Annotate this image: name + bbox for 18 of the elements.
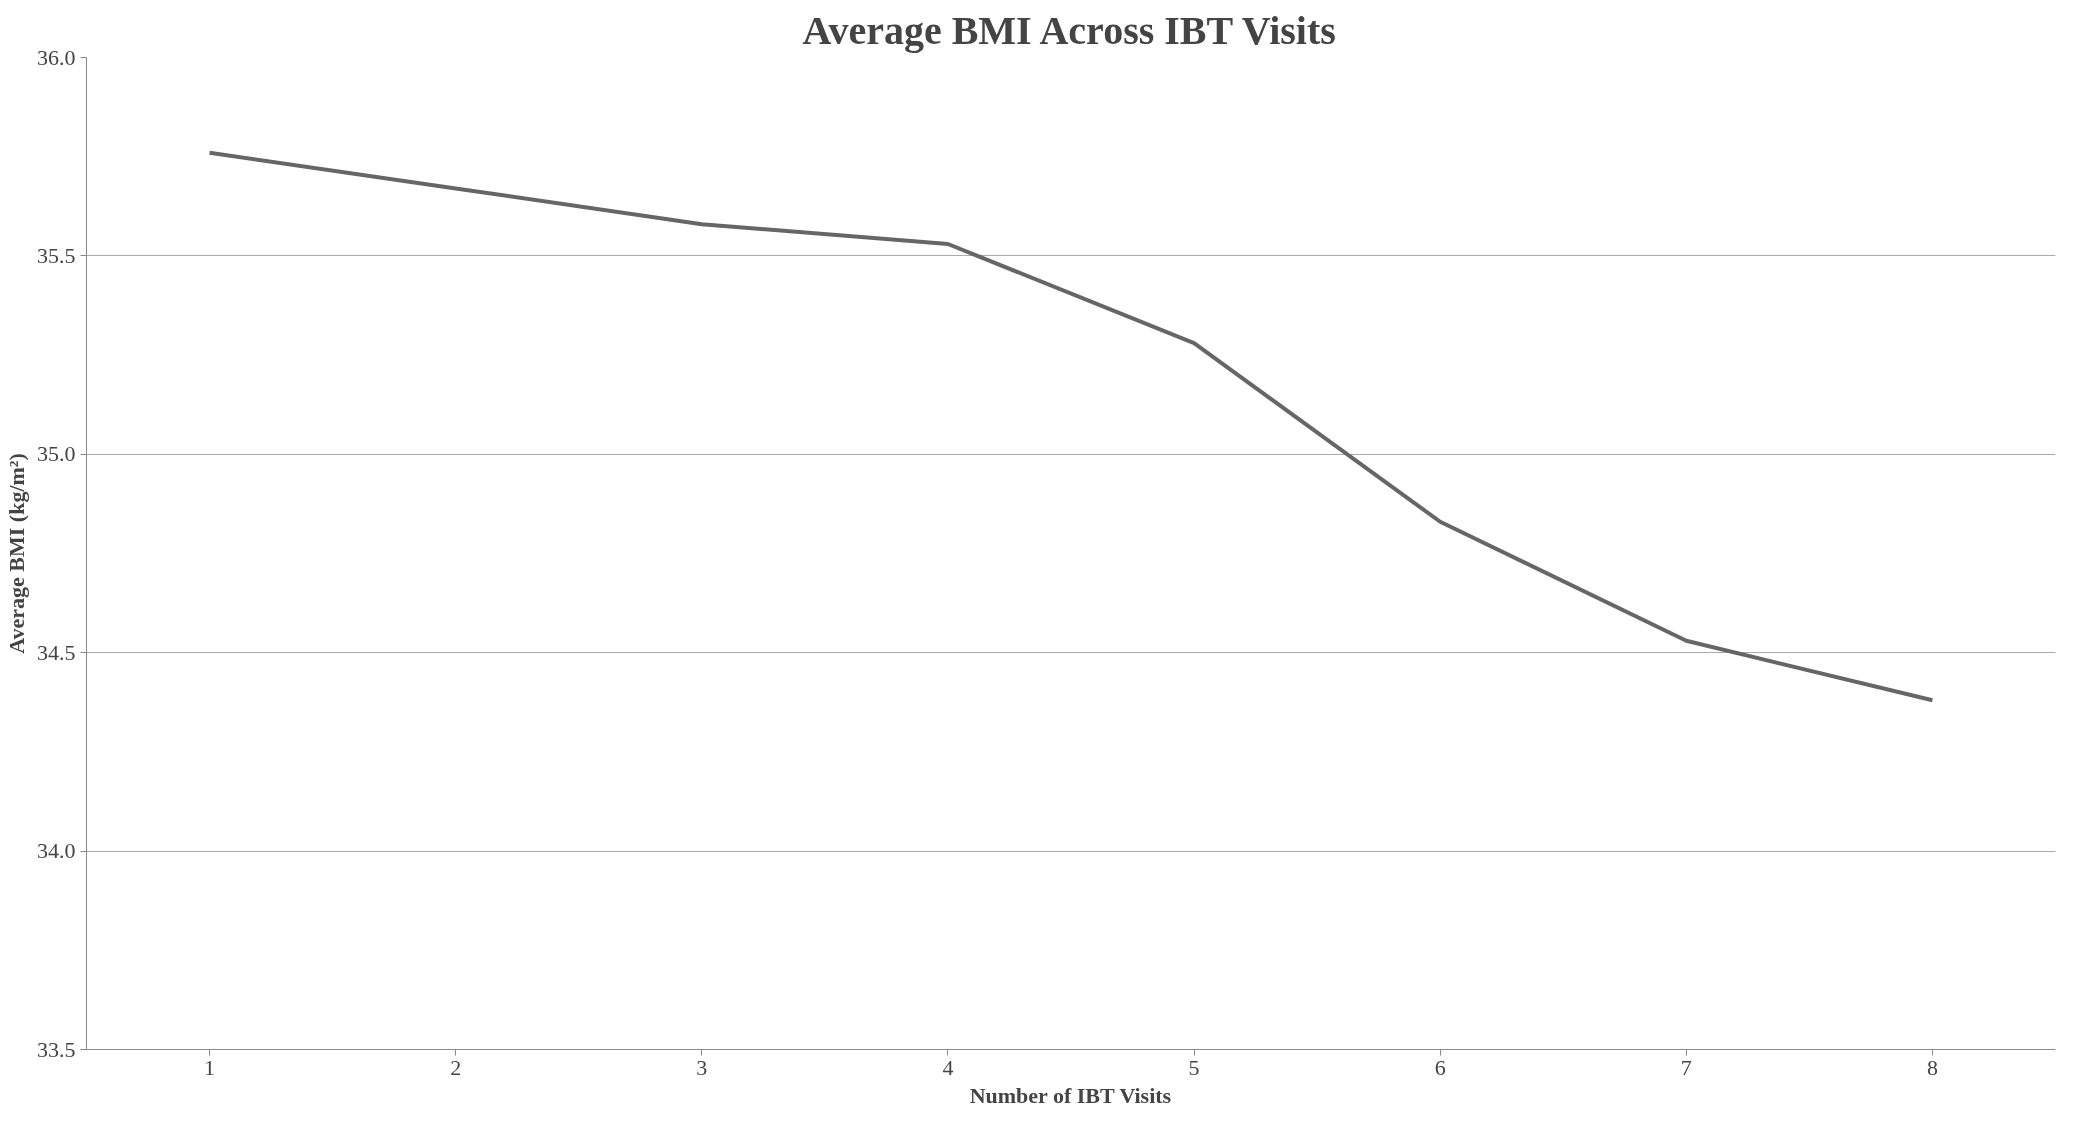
y-tick-label: 35.5 [37, 242, 76, 268]
x-tick-label: 1 [204, 1054, 216, 1080]
y-axis-title: Average BMI (kg/m²) [4, 453, 29, 654]
chart-title: Average BMI Across IBT Visits [802, 7, 1336, 53]
y-tick-label: 36.0 [37, 44, 76, 70]
x-tick-label: 7 [1680, 1054, 1692, 1080]
x-tick-label: 8 [1926, 1054, 1938, 1080]
x-tick-label: 6 [1434, 1054, 1446, 1080]
x-tick-label: 5 [1188, 1054, 1200, 1080]
line-series [207, 150, 1935, 703]
y-tick-label: 34.0 [37, 838, 76, 864]
x-tick-label: 2 [450, 1054, 462, 1080]
x-tick-label: 3 [696, 1054, 708, 1080]
y-tick-label: 35.0 [37, 441, 76, 467]
x-tick-label: 4 [942, 1054, 954, 1080]
y-tick-label: 33.5 [37, 1036, 76, 1062]
x-axis-title: Number of IBT Visits [969, 1082, 1172, 1108]
y-tick-label: 34.5 [37, 639, 76, 665]
